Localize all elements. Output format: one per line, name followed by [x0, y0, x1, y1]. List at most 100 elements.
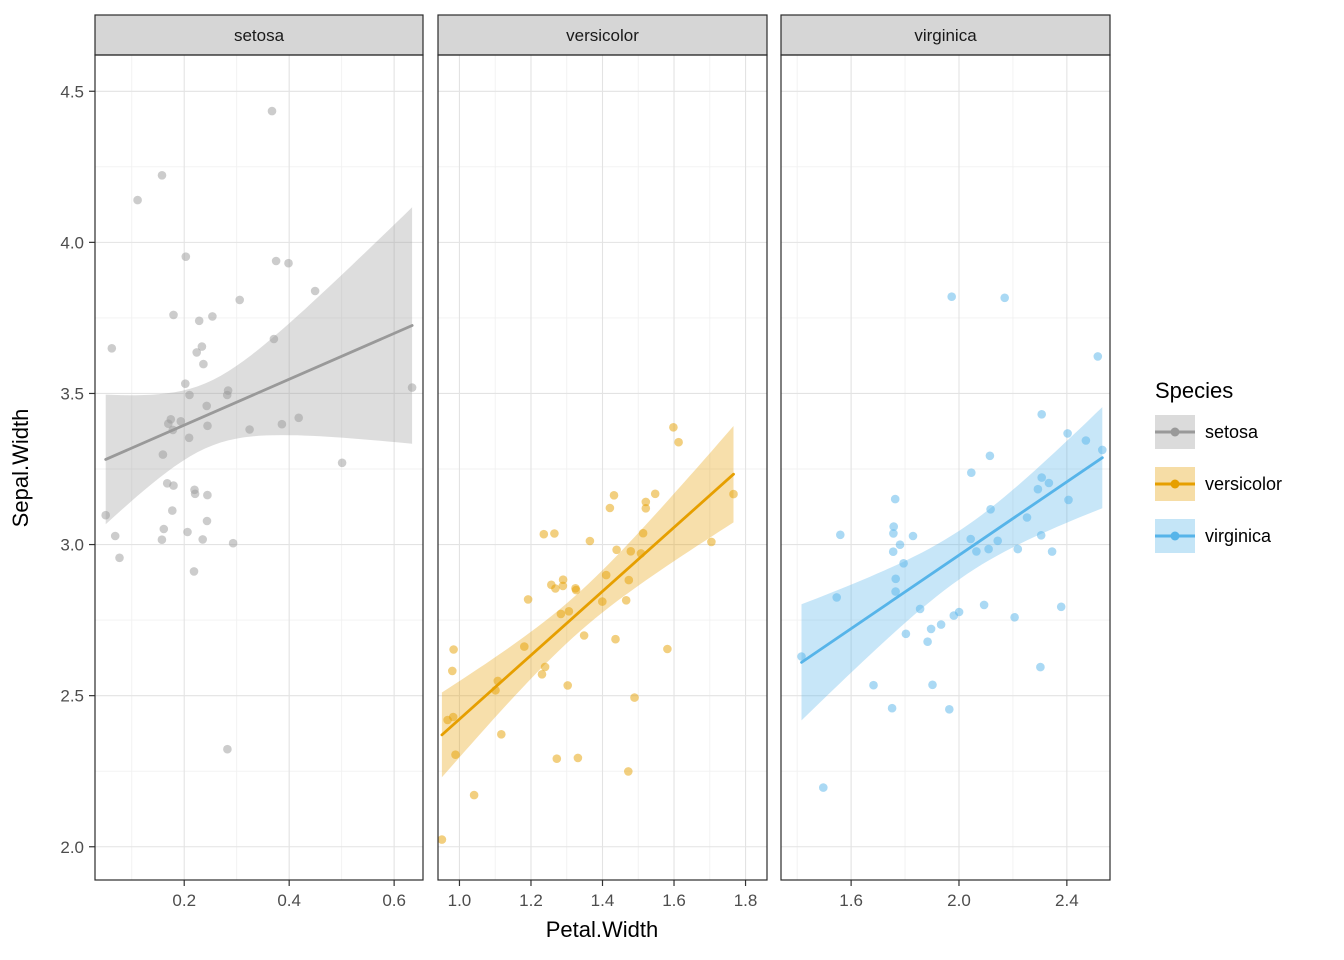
y-tick-label: 4.0 — [60, 233, 84, 252]
data-point — [1036, 531, 1046, 540]
data-point — [621, 596, 631, 605]
facet-strip-label: versicolor — [566, 26, 639, 45]
legend-title: Species — [1155, 378, 1233, 403]
data-point — [650, 489, 660, 499]
data-point — [208, 312, 217, 321]
x-tick-label: 2.0 — [947, 891, 971, 910]
y-tick-label: 3.0 — [60, 536, 84, 555]
confidence-ribbon — [105, 207, 413, 525]
data-point — [558, 581, 568, 591]
data-point — [556, 609, 566, 619]
data-point — [168, 425, 178, 435]
data-point — [448, 666, 457, 676]
data-point — [550, 529, 559, 538]
data-point — [169, 481, 178, 490]
x-tick-label: 0.6 — [382, 891, 406, 910]
data-point — [107, 344, 117, 353]
data-point — [571, 585, 581, 595]
data-point — [101, 510, 110, 520]
data-point — [269, 334, 279, 344]
data-point — [192, 348, 201, 357]
data-point — [972, 547, 981, 556]
data-point — [223, 386, 233, 395]
data-point — [438, 835, 447, 844]
x-tick-label: 1.8 — [734, 891, 758, 910]
data-point — [284, 258, 293, 268]
data-point — [1081, 436, 1091, 445]
confidence-ribbon — [441, 426, 734, 778]
data-point — [1064, 495, 1073, 505]
data-point — [985, 451, 995, 461]
legend-key-point — [1170, 427, 1180, 437]
data-point — [1098, 445, 1107, 455]
y-tick-label: 2.0 — [60, 838, 84, 857]
data-point — [674, 437, 683, 447]
data-point — [585, 536, 595, 546]
facet-strip-label: setosa — [234, 26, 285, 45]
x-tick-label: 1.6 — [662, 891, 686, 910]
data-point — [540, 662, 550, 672]
data-point — [836, 530, 845, 540]
data-point — [669, 423, 678, 432]
data-point — [202, 516, 212, 526]
facet-versicolor: 1.0 1.2 1.4 1.6 1.8 versicolor — [437, 14, 768, 910]
data-point — [169, 310, 178, 320]
legend-entry-virginica: virginica — [1155, 519, 1272, 553]
gridlines — [438, 55, 767, 880]
data-point — [190, 485, 199, 495]
data-point — [611, 634, 620, 644]
data-point — [626, 547, 636, 556]
legend-entry-label: setosa — [1205, 422, 1259, 442]
data-point — [267, 106, 277, 116]
data-point — [967, 468, 976, 478]
data-point — [497, 730, 506, 739]
data-point — [889, 522, 898, 531]
data-point — [832, 593, 841, 602]
data-point — [310, 286, 320, 296]
data-point — [899, 559, 908, 568]
data-point — [539, 529, 549, 539]
data-point — [936, 620, 946, 629]
data-point — [407, 383, 417, 392]
gridlines — [781, 55, 1110, 880]
data-point — [176, 417, 186, 426]
data-point — [579, 631, 589, 640]
data-point — [908, 531, 918, 541]
data-point — [966, 534, 975, 544]
data-point — [947, 292, 956, 302]
data-point — [194, 316, 204, 326]
facet-setosa: 0.2 0.4 0.6 2.0 2.5 3.0 3.5 4.0 4.5 setosa — [60, 14, 424, 910]
x-tick-label: 1.2 — [519, 891, 543, 910]
data-point — [491, 686, 500, 695]
data-point — [202, 401, 211, 411]
confidence-ribbon — [801, 407, 1103, 721]
data-point — [277, 419, 287, 429]
data-point — [158, 450, 168, 459]
data-point — [601, 570, 611, 580]
axis-ticks: 1.6 2.0 2.4 — [839, 880, 1079, 910]
data-point — [887, 703, 897, 713]
data-point — [663, 644, 672, 654]
data-point — [563, 681, 572, 690]
data-point — [523, 595, 533, 604]
data-point — [469, 790, 479, 800]
data-point — [157, 535, 167, 544]
legend-entry-label: versicolor — [1205, 474, 1282, 494]
panel-border — [780, 54, 1111, 881]
data-point — [915, 604, 925, 614]
data-point — [707, 537, 716, 547]
data-point — [729, 489, 738, 499]
panel-content — [438, 423, 738, 844]
data-point — [641, 497, 651, 507]
x-axis-title: Petal.Width — [546, 917, 659, 942]
data-point — [110, 531, 120, 541]
x-tick-label: 0.4 — [277, 891, 301, 910]
data-point — [984, 544, 993, 554]
data-point — [598, 597, 607, 606]
data-point — [271, 256, 281, 266]
panel-content — [797, 292, 1107, 792]
data-point — [926, 624, 936, 634]
